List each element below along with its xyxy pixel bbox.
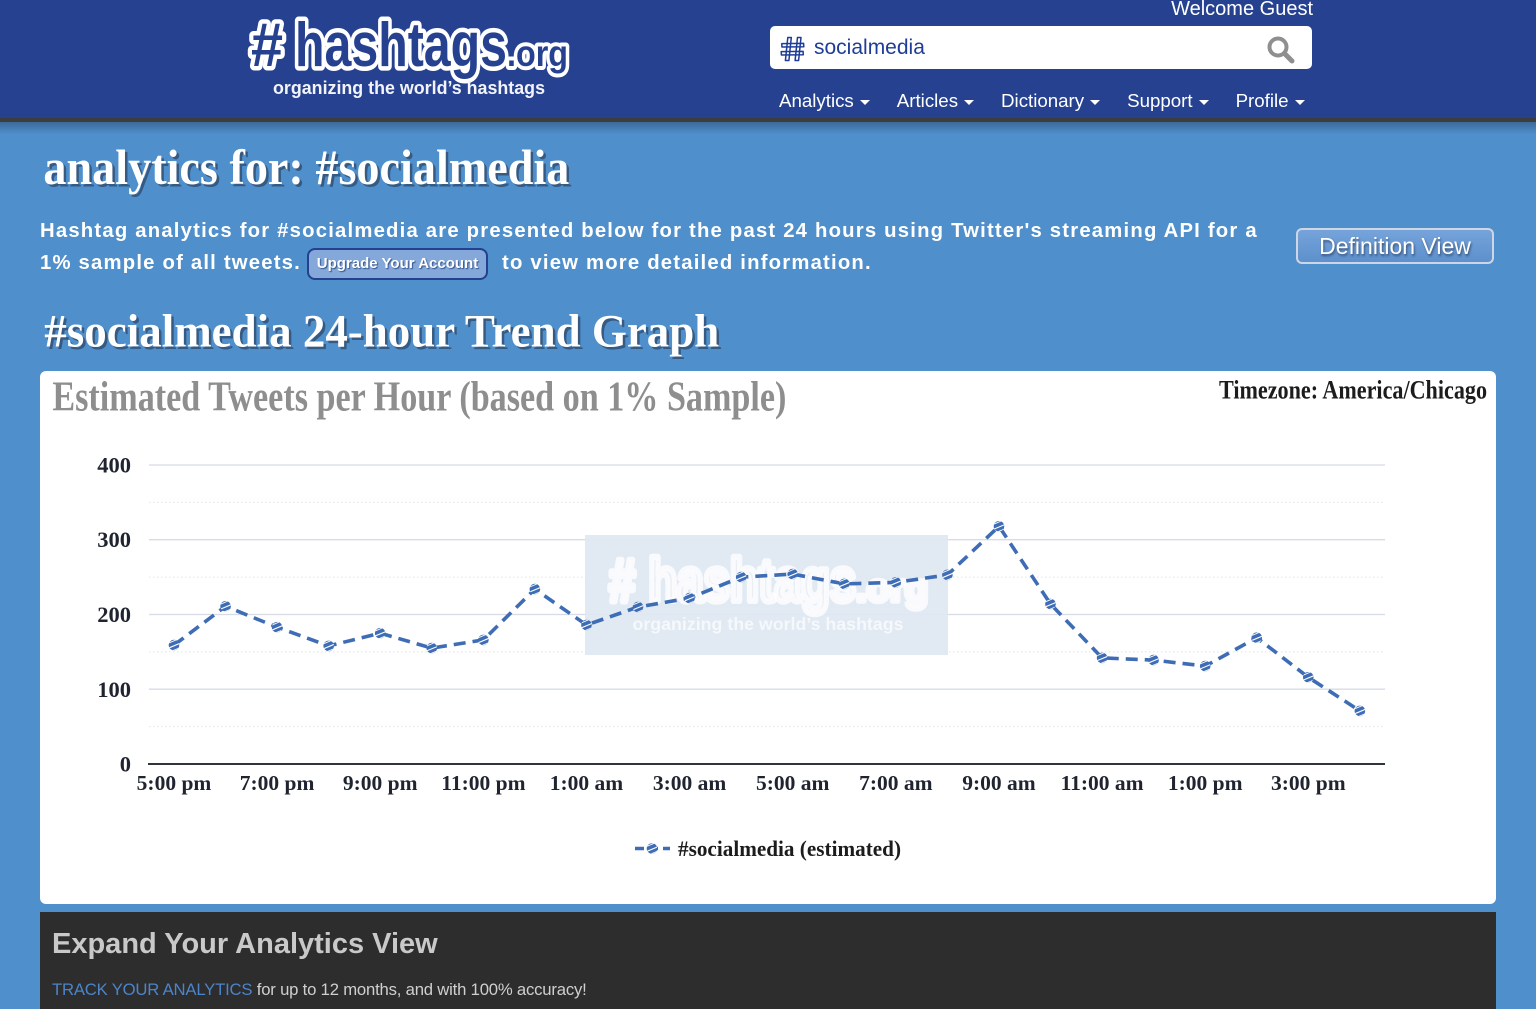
svg-text:Estimated Tweets per Hour (bas: Estimated Tweets per Hour (based on 1% S…	[52, 375, 786, 421]
svg-text:analytics for: #socialmedia: analytics for: #socialmedia	[43, 140, 569, 195]
svg-text:organizing the world’s hashtag: organizing the world’s hashtags	[273, 77, 545, 98]
svg-text:400: 400	[97, 453, 131, 478]
svg-text:9:00 am: 9:00 am	[962, 771, 1036, 795]
svg-text:1:00 pm: 1:00 pm	[1168, 771, 1243, 795]
svg-text:5:00 am: 5:00 am	[756, 771, 830, 795]
svg-text:9:00 pm: 9:00 pm	[343, 771, 418, 795]
svg-text:#socialmedia 24-hour Trend Gra: #socialmedia 24-hour Trend Graph	[44, 306, 719, 358]
svg-text:300: 300	[97, 527, 131, 552]
svg-text:1:00 am: 1:00 am	[550, 771, 624, 795]
svg-text:7:00 am: 7:00 am	[859, 771, 933, 795]
svg-text:organizing the world’s hashtag: organizing the world’s hashtags	[633, 614, 904, 634]
svg-text:#socialmedia 24-hour Trend Gra: #socialmedia 24-hour Trend Graph	[47, 308, 722, 360]
svg-text:.org: .org	[856, 568, 928, 610]
svg-text:.org: .org	[507, 33, 568, 74]
svg-text:3:00 pm: 3:00 pm	[1271, 771, 1346, 795]
svg-text:5:00 pm: 5:00 pm	[137, 771, 212, 795]
svg-text:#: #	[251, 13, 283, 80]
svg-text:# hashtags: # hashtags	[609, 547, 856, 614]
svg-text:Timezone: America/Chicago: Timezone: America/Chicago	[1219, 375, 1487, 404]
svg-text:0: 0	[120, 752, 131, 777]
svg-text:11:00 pm: 11:00 pm	[441, 771, 525, 795]
svg-text:7:00 pm: 7:00 pm	[240, 771, 315, 795]
svg-text:11:00 am: 11:00 am	[1061, 771, 1144, 795]
svg-text:3:00 am: 3:00 am	[653, 771, 727, 795]
svg-text:#socialmedia (estimated): #socialmedia (estimated)	[678, 836, 901, 861]
svg-text:100: 100	[97, 677, 131, 702]
svg-text:hashtags: hashtags	[295, 13, 507, 80]
svg-text:200: 200	[97, 602, 131, 627]
svg-text:analytics for: #socialmedia: analytics for: #socialmedia	[46, 142, 572, 198]
